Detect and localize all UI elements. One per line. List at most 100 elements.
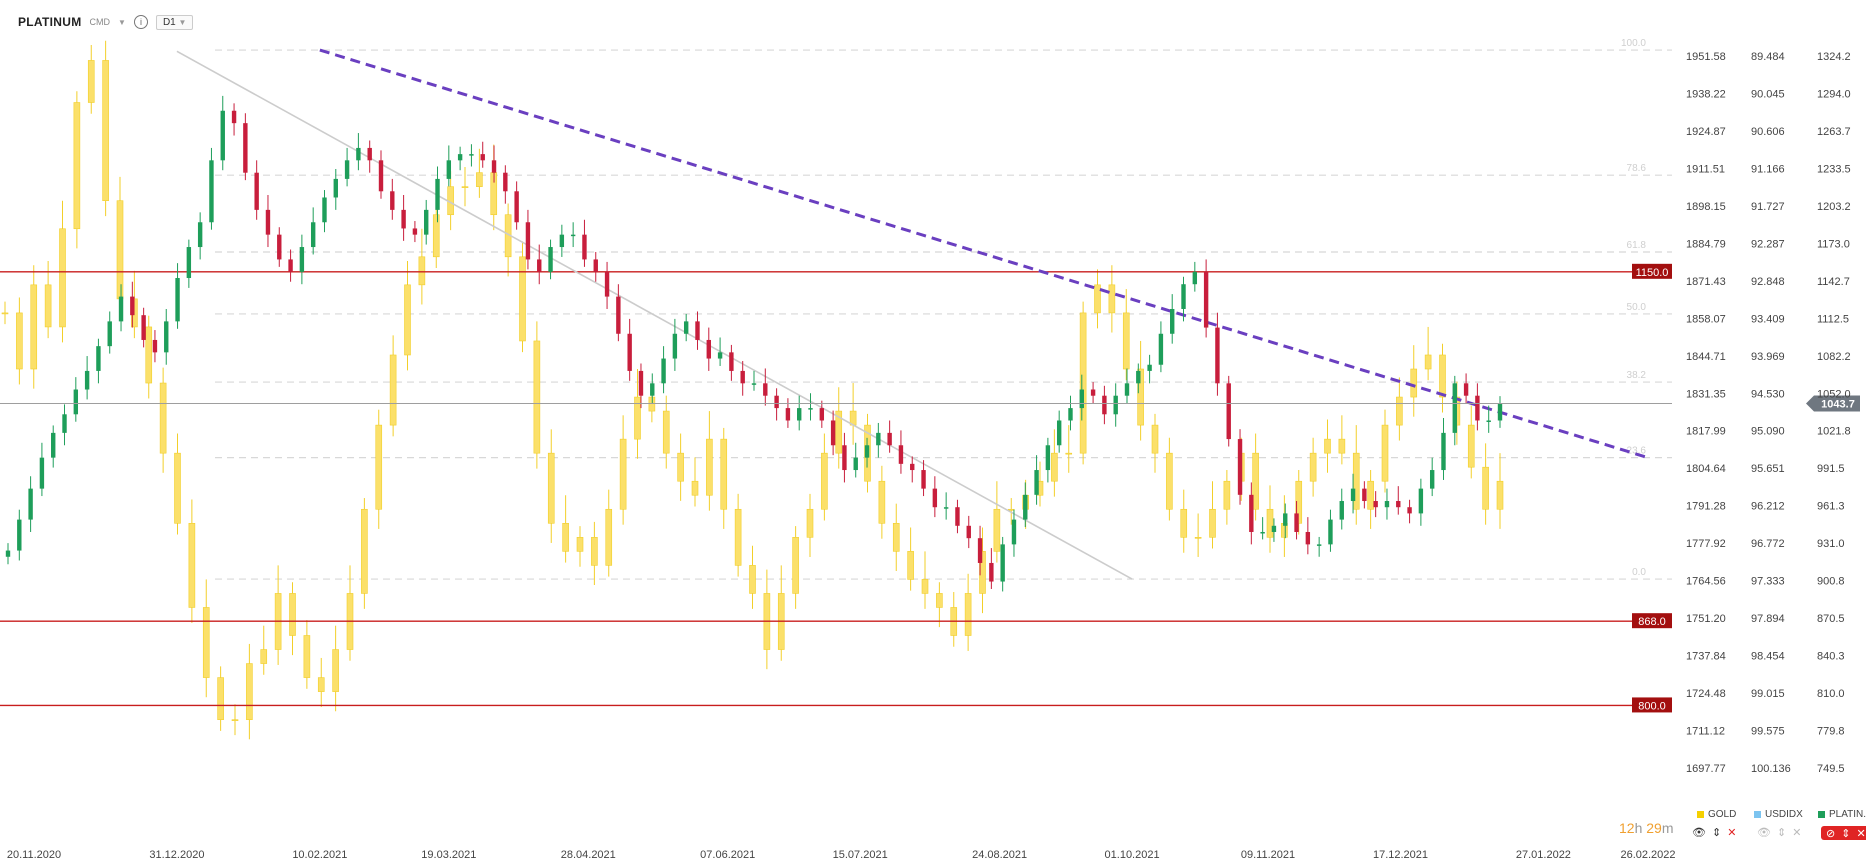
gold-candle [59,228,66,328]
platinum-candle [1497,403,1503,421]
platinum-candle [808,408,813,410]
usdidx-axis-tick: 95.090 [1751,426,1785,438]
gold-axis-tick: 1737.84 [1686,651,1726,663]
fib-level-label: 50.0 [1627,302,1647,313]
gold-candle [1309,452,1317,482]
gold-candle [1396,396,1403,426]
current-price-tag [1806,395,1860,412]
gold-candle [533,340,541,454]
platinum-axis-tick: 1324.2 [1817,51,1851,63]
gold-candle [936,593,943,608]
platinum-candle [1079,389,1084,409]
gold-candle [878,480,886,524]
gold-candle [547,452,555,524]
platinum-candle [1475,395,1480,421]
platinum-candle [457,154,463,161]
horizontal-level-value: 1150.0 [1636,267,1669,279]
gold-candle [246,663,253,720]
platinum-candle [943,507,949,509]
gold-candle [188,522,196,608]
eye-icon[interactable]: 👁 [1692,827,1706,839]
gold-candle [432,214,440,258]
info-icon[interactable]: i [133,15,148,29]
gold-candle [87,60,95,103]
legend-platinum[interactable]: PLATIN.. [1818,809,1866,820]
fib-level-label: 100.0 [1621,38,1646,49]
timeframe-select[interactable]: D1 ▼ [155,14,194,30]
legend-usdidx-label: USDIDX [1765,809,1803,820]
platinum-candle [955,507,960,526]
gold-candle [1439,354,1446,398]
platinum-candle [1000,544,1005,582]
gold-candle [634,396,641,440]
gold-candle [1194,537,1202,539]
platinum-candle [1260,531,1265,534]
platinum-candle [277,234,282,260]
platinum-candle [1463,383,1469,396]
platinum-axis-tick: 1294.0 [1817,88,1851,100]
platinum-candle [887,432,892,446]
platinum-candle [932,488,938,508]
platinum-candle [367,147,372,161]
platinum-axis-tick: 810.0 [1817,688,1845,700]
platinum-candle [604,271,610,297]
platinum-candle [231,110,237,124]
gold-candle [418,256,426,286]
gold-axis-tick: 1697.77 [1686,763,1726,775]
gold-axis-tick: 1804.64 [1686,463,1726,475]
platinum-candle [525,222,531,260]
usdidx-axis-tick: 99.015 [1751,688,1785,700]
gold-axis-tick: 1871.43 [1686,276,1726,288]
gold-candle [706,438,713,496]
gold-candle [1467,424,1475,468]
gold-candle [1180,508,1188,538]
eye-off-icon[interactable]: ⊘ [1826,827,1836,840]
gold-candle [1266,508,1274,538]
close-icon[interactable]: ✕ [1727,827,1737,839]
close-icon[interactable]: ✕ [1856,827,1866,840]
legend-usdidx[interactable]: USDIDX [1754,809,1803,820]
legend-gold[interactable]: GOLD [1697,809,1736,820]
gold-candle [1381,424,1389,482]
gold-candle [404,284,411,356]
gold-candle [174,452,181,524]
reorder-icon[interactable]: ⇕ [1776,827,1787,839]
gold-candle [1007,508,1015,511]
platinum-candle [164,321,169,353]
usdidx-axis-tick: 97.333 [1751,576,1785,588]
gold-candle [1209,508,1216,538]
platinum-candle [1362,488,1367,502]
eye-icon[interactable]: 👁 [1757,827,1771,839]
gold-candle [102,60,109,201]
gold-candle [44,284,52,328]
usdidx-swatch [1754,811,1761,818]
platinum-candle [638,370,644,396]
platinum-candle [1373,501,1378,508]
reorder-icon[interactable]: ⇕ [1841,827,1851,840]
platinum-candle [1136,370,1141,384]
gold-axis-tick: 1817.99 [1686,426,1726,438]
gold-candle [1252,452,1259,510]
platinum-candle [582,234,587,260]
platinum-candle [797,408,802,421]
gold-candle [1223,480,1231,510]
gold-candle [289,593,296,636]
chevron-down-icon[interactable]: ▼ [118,17,126,27]
platinum-candle [1203,271,1209,328]
close-icon[interactable]: ✕ [1792,827,1802,839]
gold-candle [1324,438,1331,454]
usdidx-axis-tick: 91.727 [1751,201,1785,213]
platinum-candle [1328,519,1333,545]
symbol-name[interactable]: PLATINUM [18,15,82,29]
fib-level-label: 61.8 [1627,240,1647,251]
usdidx-axis-tick: 96.212 [1751,501,1785,513]
gold-candle [821,452,828,510]
platinum-candle [1339,501,1344,520]
platinum-axis-tick: 779.8 [1817,726,1845,738]
horizontal-level-tag [1632,263,1672,279]
gold-candle [1367,480,1374,510]
usdidx-axis-tick: 90.045 [1751,88,1785,100]
x-axis-tick: 27.01.2022 [1516,849,1571,861]
reorder-icon[interactable]: ⇕ [1711,827,1722,839]
